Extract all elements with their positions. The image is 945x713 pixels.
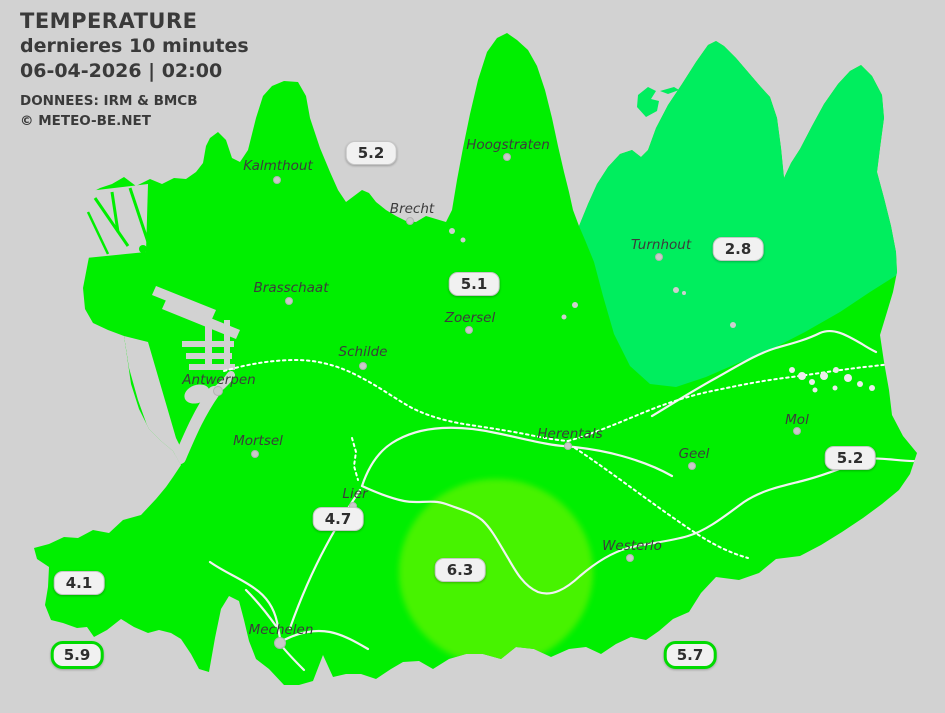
temperature-badge: 5.1 bbox=[448, 272, 500, 296]
city-label: Hoogstraten bbox=[466, 137, 550, 153]
temperature-badge: 4.1 bbox=[53, 571, 105, 595]
city-dot bbox=[359, 362, 367, 370]
temperature-badge: 4.7 bbox=[312, 507, 364, 531]
road-southeast bbox=[574, 447, 749, 559]
river-dijle-north bbox=[208, 560, 283, 647]
city-label: Brecht bbox=[389, 201, 435, 217]
city-dot bbox=[251, 450, 259, 458]
baarle-hertog-exclave bbox=[637, 87, 679, 117]
city-dot bbox=[503, 153, 511, 161]
page-title: TEMPERATURE bbox=[20, 9, 198, 33]
city-label: Turnhout bbox=[630, 237, 692, 253]
temperature-badge: 5.7 bbox=[663, 641, 717, 669]
city-label: Mol bbox=[785, 412, 809, 428]
motorway-e34-east bbox=[567, 359, 917, 442]
city-label: Kalmthout bbox=[243, 158, 313, 174]
city-dot bbox=[793, 427, 801, 435]
city-dot bbox=[406, 217, 414, 225]
temperature-badge: 2.8 bbox=[712, 237, 764, 261]
turnhout-builtup-cluster bbox=[789, 367, 875, 393]
city-dot bbox=[564, 442, 572, 450]
city-dot bbox=[655, 253, 663, 261]
subtitle: dernieres 10 minutes bbox=[20, 35, 249, 58]
warm-patch-region bbox=[399, 479, 593, 665]
motorway-e313-west bbox=[223, 358, 569, 442]
city-dot bbox=[285, 297, 293, 305]
temperature-badge: 6.3 bbox=[434, 558, 486, 582]
city-label: Schilde bbox=[338, 344, 388, 360]
city-label: Brasschaat bbox=[253, 280, 329, 296]
city-dot bbox=[273, 176, 281, 184]
city-dot bbox=[213, 386, 223, 396]
antwerp-port-docks bbox=[152, 286, 240, 404]
city-label: Mortsel bbox=[233, 433, 283, 449]
city-dot bbox=[626, 554, 634, 562]
city-label: Mechelen bbox=[248, 622, 314, 638]
northwest-polder-strips bbox=[80, 184, 150, 258]
city-label: Westerlo bbox=[602, 538, 662, 554]
river-kleine-nete bbox=[360, 426, 674, 488]
city-label: Antwerpen bbox=[182, 372, 256, 388]
data-source: DONNEES: IRM & BMCB bbox=[20, 93, 198, 110]
temperature-badge: 5.2 bbox=[345, 141, 397, 165]
copyright: © METEO-BE.NET bbox=[20, 112, 151, 129]
canal-northeast bbox=[650, 329, 878, 418]
city-dot bbox=[465, 326, 473, 334]
map-header: TEMPERATURE dernieres 10 minutes 06-04-2… bbox=[20, 8, 249, 132]
temperature-badge: 5.2 bbox=[824, 446, 876, 470]
roads-dotted bbox=[223, 358, 917, 559]
northeast-cool-region bbox=[579, 41, 897, 387]
datetime: 06-04-2026 | 02:00 bbox=[20, 60, 223, 83]
road-lier-short bbox=[351, 437, 359, 481]
city-dot bbox=[688, 462, 696, 470]
city-dot bbox=[274, 637, 286, 649]
river-mechelen-west bbox=[244, 588, 278, 628]
city-label: Herentals bbox=[537, 426, 603, 442]
temperature-badge: 5.9 bbox=[50, 641, 104, 669]
city-label: Zoersel bbox=[444, 310, 496, 326]
city-label: Lier bbox=[342, 486, 368, 502]
city-label: Geel bbox=[678, 446, 710, 462]
river-mechelen-east bbox=[282, 629, 370, 651]
village-specks bbox=[449, 228, 736, 328]
